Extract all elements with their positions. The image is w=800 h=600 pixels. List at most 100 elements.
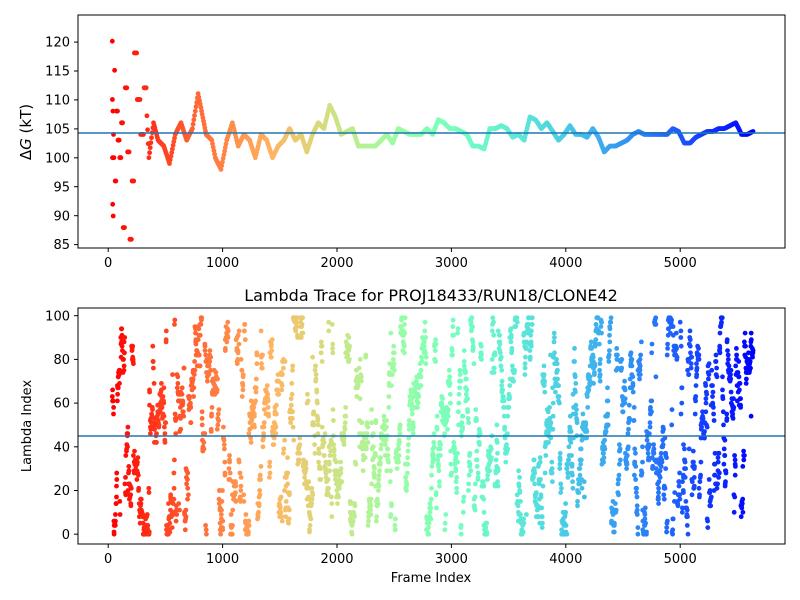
lambda-point [330, 350, 336, 356]
lambda-point [479, 352, 484, 358]
lambda-point [373, 453, 378, 458]
lambda-point [477, 431, 483, 436]
lambda-point [576, 490, 582, 495]
lambda-point [458, 523, 464, 528]
lambda-point [665, 346, 670, 351]
lambda-point [431, 440, 437, 445]
delta-g-point [218, 167, 224, 172]
lambda-point [681, 490, 686, 495]
lambda-point [276, 391, 282, 397]
lambda-point [222, 472, 228, 478]
delta-g-y-tick-label: 110 [45, 94, 70, 109]
lambda-point [737, 381, 743, 386]
lambda-point [651, 450, 657, 456]
lambda-point [437, 453, 443, 458]
lambda-point [616, 477, 621, 482]
lambda-point [719, 315, 725, 321]
lambda-point [582, 494, 587, 500]
lambda-point [532, 481, 537, 487]
lambda-point [509, 350, 514, 356]
lambda-point [683, 499, 689, 504]
lambda-point [273, 424, 279, 430]
lambda-point [678, 335, 684, 340]
lambda-point [633, 477, 638, 482]
lambda-point [191, 372, 197, 377]
g-variable: G [17, 138, 35, 150]
lambda-point [228, 512, 234, 517]
lambda-point [376, 472, 382, 478]
lambda-point [198, 322, 204, 327]
lambda-point [111, 529, 117, 535]
lambda-point [314, 389, 320, 395]
lambda-point [403, 475, 409, 480]
lambda-point [431, 453, 436, 458]
lambda-point [495, 479, 500, 485]
lambda-point [527, 348, 533, 353]
lambda-point [426, 531, 431, 537]
lambda-point [357, 357, 363, 362]
lambda-point [207, 348, 213, 353]
lambda-point [326, 485, 331, 491]
lambda-point [365, 440, 371, 445]
lambda-point [494, 440, 500, 445]
lambda-point [564, 466, 570, 471]
lambda-point [691, 475, 697, 480]
lambda-point [175, 381, 181, 386]
lambda-point [678, 343, 684, 349]
lambda-point [130, 343, 136, 349]
lambda-point [226, 466, 232, 471]
lambda-point [167, 529, 173, 535]
lambda-point [402, 322, 407, 327]
delta-g-point [110, 201, 116, 207]
lambda-point [622, 396, 628, 402]
lambda-point [685, 531, 691, 537]
delta-g-point [129, 236, 134, 242]
lambda-point [616, 472, 622, 478]
lambda-point [556, 383, 561, 388]
lambda-point [371, 472, 377, 478]
lambda-point [599, 330, 604, 336]
lambda-point [246, 529, 251, 535]
lambda-point [550, 413, 556, 419]
lambda-point [713, 352, 719, 358]
lambda-point [477, 442, 482, 447]
lambda-point [402, 330, 408, 336]
delta-g-panel: 0 1000 2000 3000 4000 5000 85 90 95 100 … [17, 14, 786, 271]
lambda-point [715, 459, 721, 465]
lambda-point [725, 357, 731, 362]
lambda-point [381, 413, 387, 419]
lambda-point [227, 470, 233, 476]
lambda-point [290, 409, 295, 415]
lambda-point [120, 357, 126, 362]
lambda-point [352, 503, 358, 509]
lambda-point [696, 352, 702, 358]
lambda-point [716, 475, 721, 480]
lambda-point [533, 490, 539, 495]
lambda-point [603, 429, 609, 434]
lambda-point [382, 442, 388, 447]
lambda-point [597, 372, 603, 377]
lambda-point [698, 472, 703, 478]
lambda-point [170, 372, 176, 377]
lambda-point [190, 376, 196, 382]
lambda-point [732, 457, 738, 463]
lambda-point [394, 466, 400, 471]
lambda-point [343, 413, 349, 419]
lambda-point [645, 450, 651, 456]
lambda-point [121, 363, 127, 369]
lambda-point [720, 387, 725, 393]
lambda-point [388, 468, 393, 474]
delta-g-point [172, 135, 177, 141]
lambda-point [428, 505, 434, 511]
lambda-point [694, 372, 700, 377]
lambda-point [357, 396, 363, 402]
lambda-point [283, 499, 289, 504]
lambda-point [383, 437, 389, 443]
lambda-point [369, 481, 374, 487]
lambda-point [114, 483, 119, 489]
lambda-point [728, 389, 734, 395]
lambda-point [653, 315, 659, 321]
lambda-point [369, 420, 375, 426]
lambda-point [541, 372, 547, 377]
lambda-point [656, 485, 661, 491]
